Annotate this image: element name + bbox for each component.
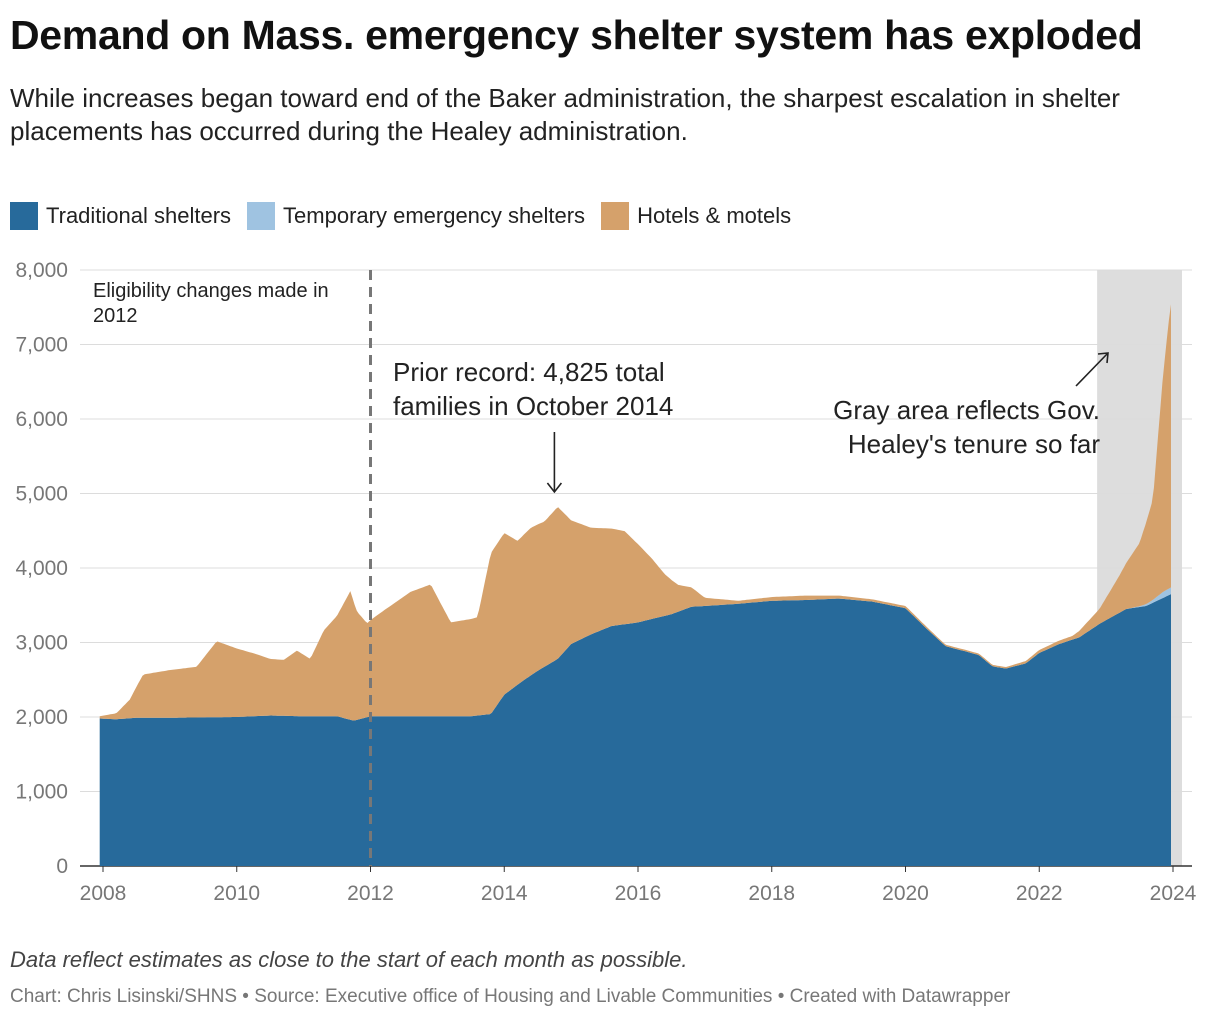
- y-tick-label: 6,000: [15, 408, 68, 431]
- chart-area: 0 1,000 2,000 3,000 4,000 5,000 6,000 7,000 8,00…: [15, 259, 1197, 905]
- chart-title: Demand on Mass. emergency shelter system…: [10, 12, 1143, 58]
- legend-label-temporary: Temporary emergency shelters: [283, 203, 586, 228]
- legend-label-hotels: Hotels & motels: [637, 203, 792, 228]
- annotation-prior-record-arrowhead: [546, 482, 563, 494]
- x-tick-label: 2020: [882, 882, 929, 905]
- area-hotels-motels: [99, 304, 1172, 721]
- area-traditional-shelters: [99, 594, 1172, 866]
- legend-label-traditional: Traditional shelters: [46, 203, 232, 228]
- credits: Chart: Chris Lisinski/SHNS • Source: Exe…: [10, 986, 1011, 1007]
- chart-subtitle: While increases began toward end of the …: [10, 83, 1120, 146]
- y-tick-label: 8,000: [15, 259, 68, 282]
- x-tick-label: 2014: [481, 882, 528, 905]
- stacked-areas: [99, 304, 1172, 866]
- legend-item-traditional: Traditional shelters: [10, 202, 231, 230]
- x-tick-label: 2024: [1150, 882, 1197, 905]
- legend-swatch-traditional: [10, 202, 38, 230]
- legend-swatch-hotels: [601, 202, 630, 230]
- annotation-eligibility-line2: 2012: [93, 305, 138, 327]
- y-tick-label: 4,000: [15, 557, 68, 580]
- x-tick-label: 2012: [347, 882, 394, 905]
- data-note: Data reflect estimates as close to the s…: [10, 947, 688, 972]
- annotations: Eligibility changes made in 2012 Prior r…: [93, 280, 1109, 494]
- y-tick-label: 0: [56, 855, 68, 878]
- annotation-healey-line2: Healey's tenure so far: [848, 429, 1100, 459]
- y-tick-label: 1,000: [15, 781, 68, 804]
- annotation-prior-record-line2: families in October 2014: [393, 391, 673, 421]
- annotation-eligibility-line1: Eligibility changes made in: [93, 280, 329, 302]
- annotation-healey-line1: Gray area reflects Gov.: [833, 395, 1100, 425]
- y-tick-label: 5,000: [15, 483, 68, 506]
- legend-item-temporary: Temporary emergency shelters: [247, 202, 585, 230]
- legend-item-hotels: Hotels & motels: [601, 202, 791, 230]
- x-tick-label: 2016: [615, 882, 662, 905]
- x-axis: 2008 2010 2012 2014 2016 2018 2020 2022 2024: [80, 866, 1197, 905]
- x-tick-label: 2022: [1016, 882, 1063, 905]
- y-tick-label: 2,000: [15, 706, 68, 729]
- x-tick-label: 2018: [748, 882, 795, 905]
- annotation-healey-arrow: [1075, 352, 1109, 387]
- annotation-prior-record-line1: Prior record: 4,825 total: [393, 357, 665, 387]
- legend: Traditional shelters Temporary emergency…: [10, 202, 807, 230]
- annotation-healey-arrowhead: [1097, 352, 1109, 364]
- y-axis: 0 1,000 2,000 3,000 4,000 5,000 6,000 7,000 8,00…: [15, 259, 68, 878]
- legend-swatch-temporary: [247, 202, 276, 230]
- x-tick-label: 2010: [213, 882, 260, 905]
- x-tick-label: 2008: [80, 882, 127, 905]
- y-tick-label: 3,000: [15, 632, 68, 655]
- y-tick-label: 7,000: [15, 334, 68, 357]
